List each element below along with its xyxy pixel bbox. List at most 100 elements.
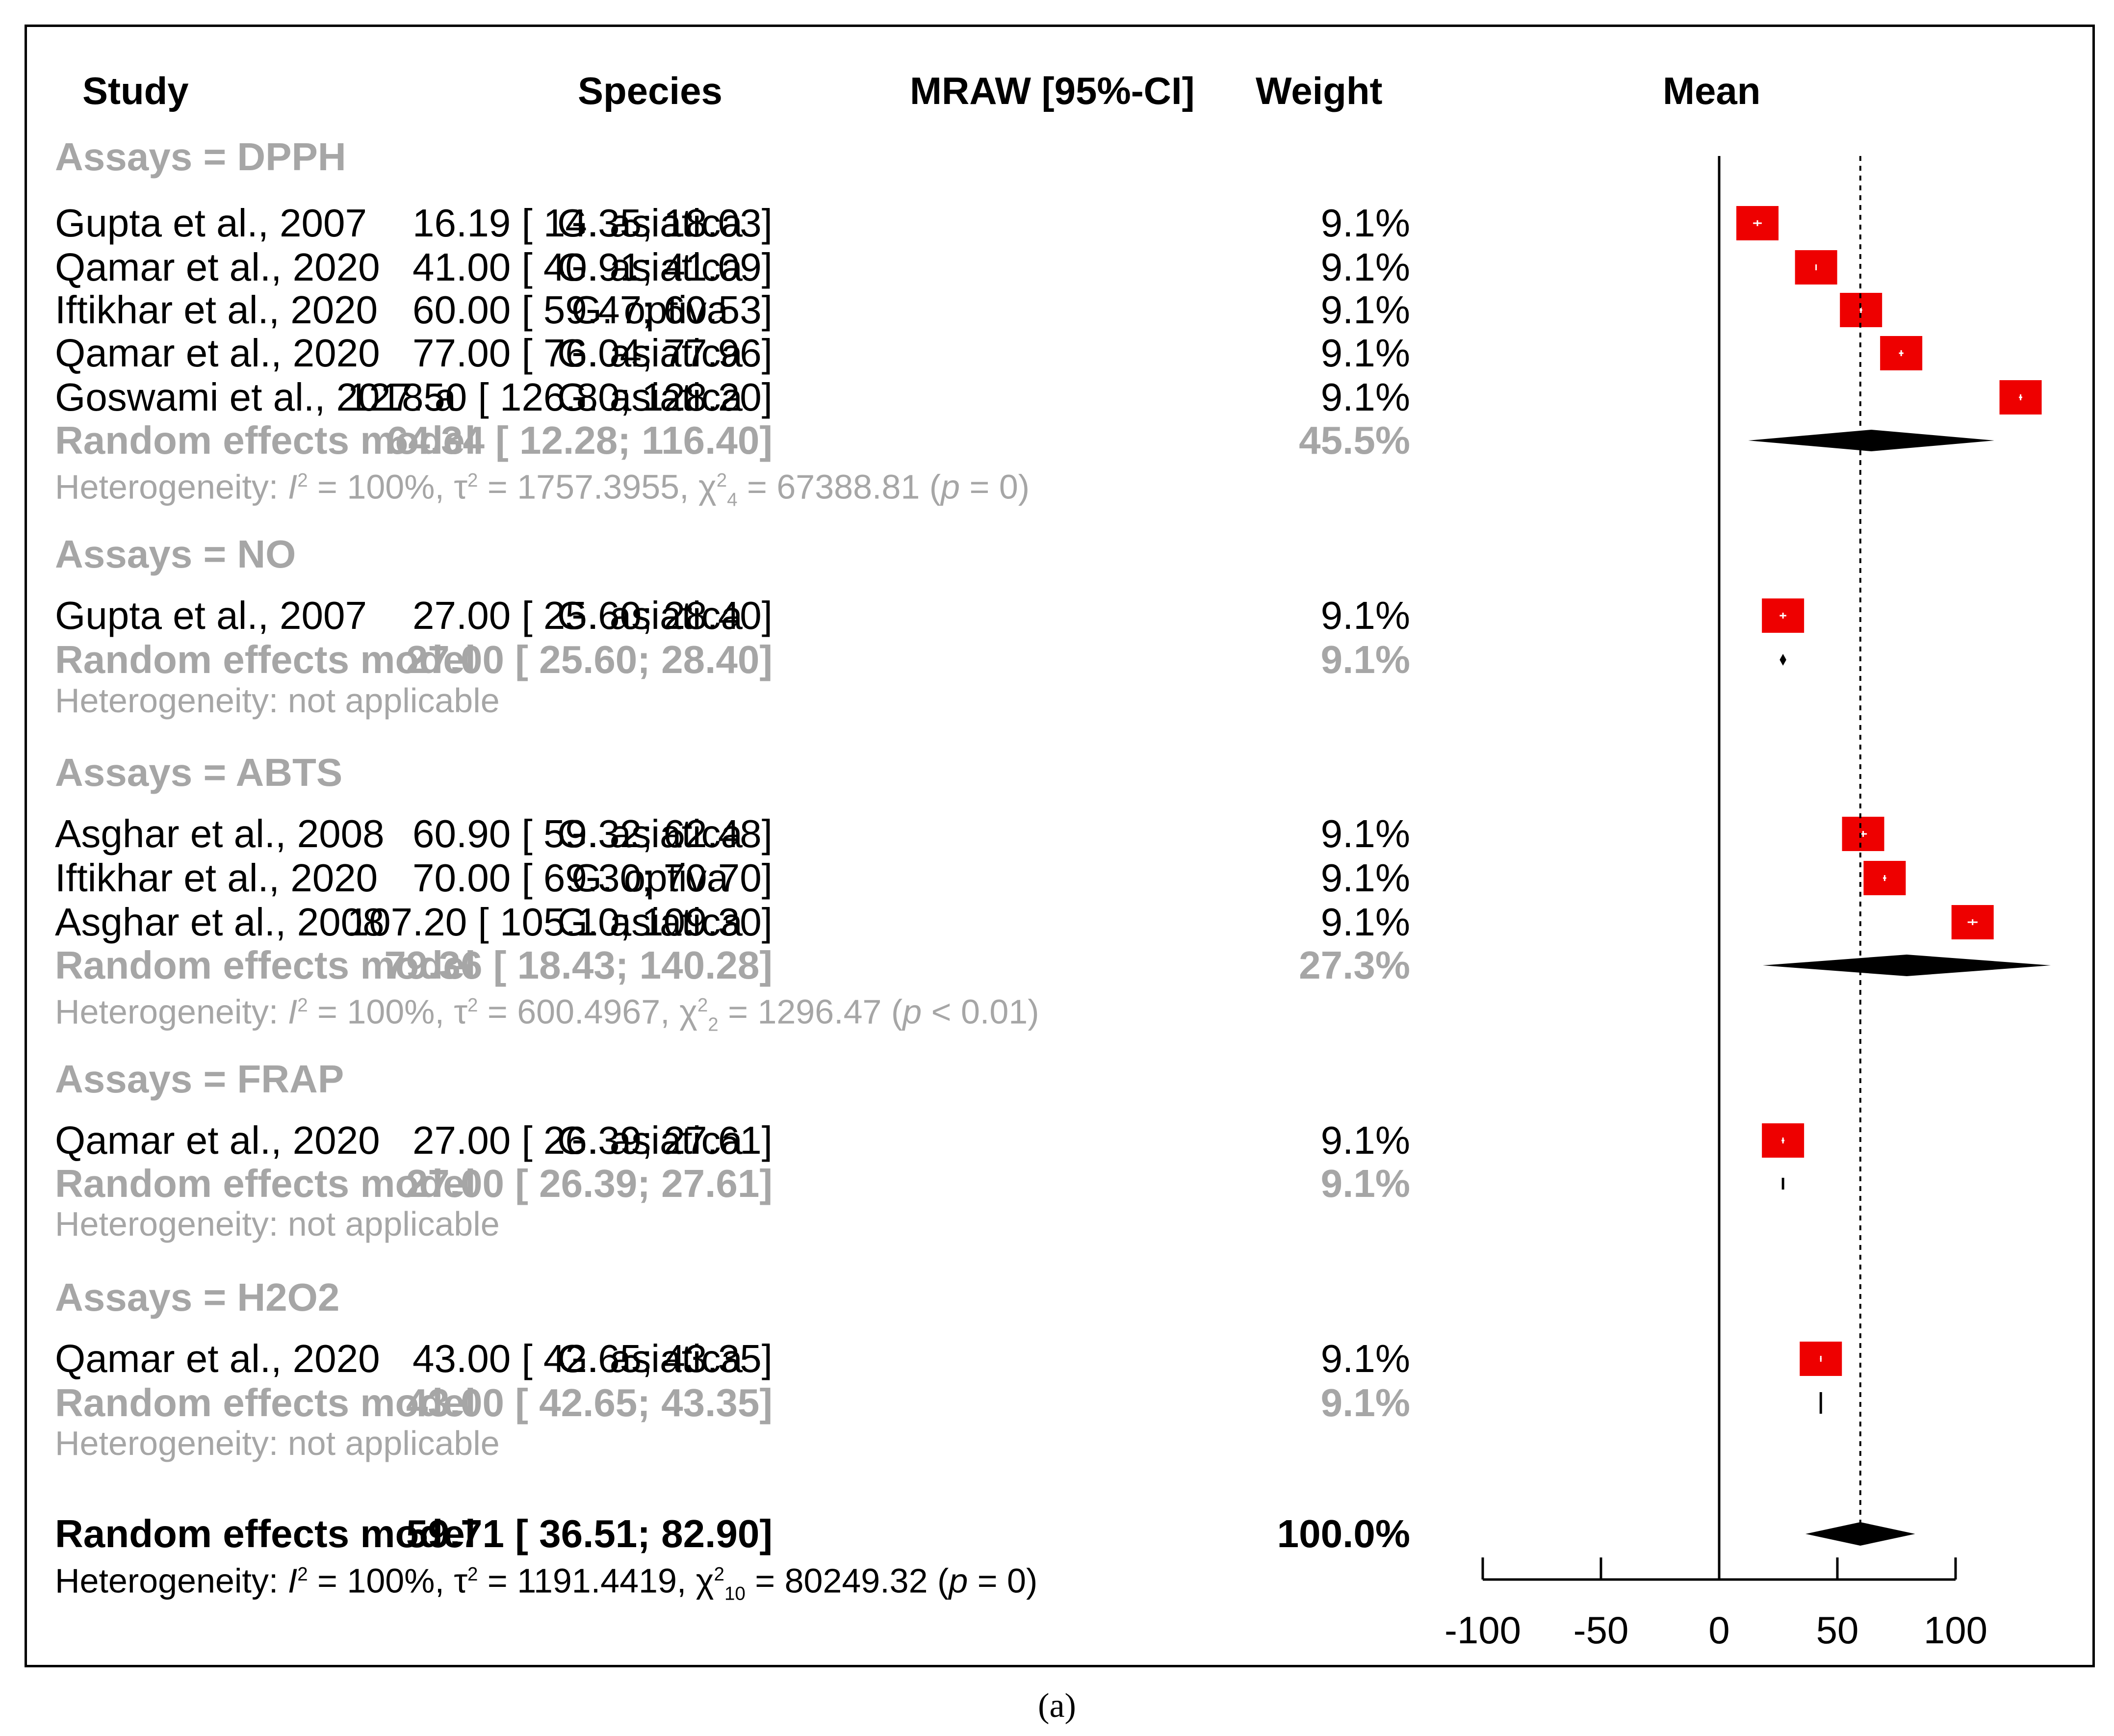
study-species: G. asiatica: [557, 594, 743, 637]
het-p-operator: <: [931, 992, 952, 1031]
het-chi2: 1296.47: [757, 992, 882, 1031]
study-species: G. asiatica: [557, 1118, 743, 1162]
subgroup-model-estimate: 27.00 [ 26.39; 27.61]: [406, 1162, 773, 1205]
i-squared-symbol: I: [287, 467, 298, 506]
header-estimate: MRAW [95%-CI]: [910, 69, 1195, 112]
x-axis-tick-label: 50: [1816, 1608, 1859, 1652]
subgroup-model-estimate: 43.00 [ 42.65; 43.35]: [406, 1381, 773, 1425]
study-estimate: 70.00 [ 69.30; 70.70]: [412, 856, 773, 900]
study-name: Iftikhar et al., 2020: [55, 856, 378, 900]
subgroup-summary-diamond: [1779, 654, 1786, 666]
study-name: Iftikhar et al., 2020: [55, 288, 378, 332]
study-name: Qamar et al., 2020: [55, 245, 380, 289]
study-weight: 9.1%: [1320, 288, 1410, 332]
study-name: Asghar et al., 2008: [55, 900, 385, 944]
study-species: G. optiva: [571, 856, 729, 900]
subgroup-model-label: Random effects model: [55, 943, 476, 987]
subgroup-model-weight: 9.1%: [1320, 1162, 1410, 1205]
study-name: Gupta et al., 2007: [55, 201, 367, 245]
study-weight: 9.1%: [1320, 900, 1410, 944]
subgroup-model-label: Random effects model: [55, 1162, 476, 1205]
study-species: G. asiatica: [557, 245, 743, 289]
het-p-operator: =: [969, 467, 990, 506]
study-species: G. asiatica: [557, 201, 743, 245]
x-axis-tick-label: 100: [1924, 1608, 1987, 1652]
study-estimate: 27.00 [ 25.60; 28.40]: [412, 594, 773, 637]
study-name: Qamar et al., 2020: [55, 331, 380, 375]
study-species: G. optiva: [571, 288, 729, 332]
study-weight: 9.1%: [1320, 201, 1410, 245]
study-weight: 9.1%: [1320, 594, 1410, 637]
study-species: G. asiatica: [557, 1337, 743, 1380]
het-tau2: 600.4967: [517, 992, 661, 1031]
het-chi2: 80249.32: [784, 1561, 928, 1600]
subgroup-model-estimate: 64.34 [ 12.28; 116.40]: [386, 418, 773, 462]
i-squared-symbol: I: [287, 1561, 298, 1600]
subgroup-label: Assays = DPPH: [55, 135, 346, 179]
study-weight: 9.1%: [1320, 812, 1410, 855]
study-estimate: 60.00 [ 59.47; 60.53]: [412, 288, 773, 332]
x-axis-tick-label: -50: [1573, 1608, 1629, 1652]
het-p: 0.01: [960, 992, 1028, 1031]
header-study: Study: [82, 69, 189, 112]
heterogeneity-stats: Heterogeneity: I2 = 100%, τ2 = 1757.3955…: [55, 467, 1030, 511]
overall-model-label: Random effects model: [55, 1512, 476, 1555]
study-name: Gupta et al., 2007: [55, 594, 367, 637]
het-df: 2: [708, 1014, 719, 1036]
het-i2: 100%: [347, 467, 435, 506]
het-df: 4: [727, 489, 738, 511]
subgroup-model-weight: 9.1%: [1320, 638, 1410, 681]
overall-model-weight: 100.0%: [1277, 1512, 1410, 1555]
subgroup-model-weight: 9.1%: [1320, 1381, 1410, 1425]
subgroup-model-estimate: 27.00 [ 25.60; 28.40]: [406, 638, 773, 681]
study-weight: 9.1%: [1320, 1118, 1410, 1162]
study-species: G. asiatica: [557, 331, 743, 375]
heterogeneity-text: Heterogeneity: not applicable: [55, 681, 500, 720]
header-species: Species: [578, 69, 722, 112]
study-estimate: 77.00 [ 76.04; 77.96]: [412, 331, 773, 375]
heterogeneity-stats: Heterogeneity: I2 = 100%, τ2 = 1191.4419…: [55, 1561, 1038, 1605]
subgroup-label: Assays = FRAP: [55, 1057, 344, 1101]
het-tau2: 1757.3955: [517, 467, 680, 506]
p-symbol: p: [949, 1561, 968, 1600]
study-species: G. asiatica: [557, 812, 743, 855]
header-mean: Mean: [1663, 69, 1761, 112]
study-weight: 9.1%: [1320, 245, 1410, 289]
study-name: Qamar et al., 2020: [55, 1337, 380, 1380]
het-i2: 100%: [347, 992, 435, 1031]
subgroup-model-weight: 45.5%: [1299, 418, 1410, 462]
study-name: Asghar et al., 2008: [55, 812, 385, 855]
subgroup-model-estimate: 79.36 [ 18.43; 140.28]: [384, 943, 773, 987]
het-tau2: 1191.4419: [517, 1561, 677, 1600]
study-name: Goswami et al., 2018 a: [55, 375, 457, 419]
overall-model-estimate: 59.71 [ 36.51; 82.90]: [406, 1512, 773, 1555]
subgroup-model-weight: 27.3%: [1299, 943, 1410, 987]
p-symbol: p: [902, 992, 922, 1031]
study-weight: 9.1%: [1320, 1337, 1410, 1380]
study-weight: 9.1%: [1320, 856, 1410, 900]
study-estimate: 127.50 [ 126.80; 128.20]: [347, 375, 773, 419]
het-p-operator: =: [977, 1561, 998, 1600]
i-squared-symbol: I: [287, 992, 298, 1031]
het-prefix: Heterogeneity:: [55, 992, 288, 1031]
study-estimate: 107.20 [ 105.10; 109.30]: [347, 900, 773, 944]
het-p: 0: [999, 467, 1018, 506]
figure-caption: (a): [1038, 1687, 1076, 1725]
subgroup-label: Assays = NO: [55, 532, 296, 576]
het-prefix: Heterogeneity:: [55, 467, 288, 506]
het-prefix: Heterogeneity:: [55, 1561, 288, 1600]
subgroup-label: Assays = ABTS: [55, 751, 343, 794]
het-df: 10: [724, 1583, 746, 1605]
p-symbol: p: [941, 467, 960, 506]
x-axis-tick-label: -100: [1444, 1608, 1521, 1652]
header-weight: Weight: [1256, 69, 1383, 112]
study-species: G. asiatica: [557, 375, 743, 419]
study-estimate: 41.00 [ 40.91; 41.09]: [412, 245, 773, 289]
heterogeneity-stats: Heterogeneity: I2 = 100%, τ2 = 600.4967,…: [55, 992, 1039, 1036]
study-estimate: 27.00 [ 26.39; 27.61]: [412, 1118, 773, 1162]
study-weight: 9.1%: [1320, 375, 1410, 419]
subgroup-label: Assays = H2O2: [55, 1275, 340, 1319]
study-estimate: 60.90 [ 59.32; 62.48]: [412, 812, 773, 855]
study-species: G. asiatica: [557, 900, 743, 944]
